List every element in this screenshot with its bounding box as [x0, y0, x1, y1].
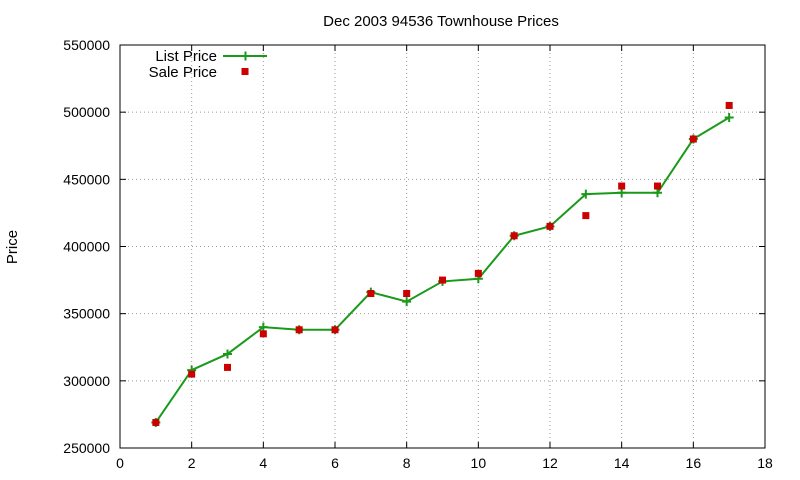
y-tick-label: 400000 [63, 239, 110, 255]
series-layer [151, 101, 734, 427]
x-tick-label: 4 [259, 455, 267, 471]
y-tick-label: 250000 [63, 440, 110, 456]
legend-marker-list-price [241, 51, 250, 61]
plot-frame [119, 44, 766, 449]
x-tick-label: 16 [686, 455, 702, 471]
legend-label-list-price: List Price [155, 48, 217, 65]
x-tick-label: 8 [403, 455, 411, 471]
data-point-sale-price [654, 182, 661, 190]
data-point-sale-price [295, 326, 303, 334]
y-tick-label: 450000 [63, 171, 110, 187]
data-point-sale-price [510, 232, 518, 240]
data-point-sale-price [331, 326, 339, 334]
series-sale-price [152, 101, 733, 426]
data-point-list-price [402, 297, 412, 307]
y-tick-label: 350000 [63, 306, 110, 322]
y-tick-label: 500000 [63, 104, 110, 120]
x-tick-label: 14 [614, 455, 630, 471]
axis-ticks: 0 2 4 6 8 10 12 14 16 18 250000 300000 350000 400000 4… [63, 37, 773, 471]
data-point-sale-price [259, 330, 267, 338]
y-tick-label: 550000 [63, 37, 110, 53]
data-point-sale-price [474, 269, 482, 277]
data-point-list-price [617, 188, 627, 198]
data-point-sale-price [689, 135, 697, 143]
data-point-sale-price [224, 363, 231, 371]
data-point-list-price [724, 113, 734, 123]
x-tick-label: 18 [757, 455, 773, 471]
x-tick-label: 6 [331, 455, 339, 471]
chart-title: Dec 2003 94536 Townhouse Prices [323, 13, 559, 30]
y-tick-label: 300000 [63, 373, 110, 389]
legend-marker-sale-price [241, 68, 249, 75]
data-point-sale-price [546, 222, 554, 230]
y-axis-label: Price [4, 230, 21, 264]
data-point-sale-price [188, 370, 196, 378]
x-tick-label: 12 [542, 455, 558, 471]
legend-label-sale-price: Sale Price [149, 64, 217, 81]
data-point-sale-price [439, 276, 446, 284]
data-point-sale-price [725, 101, 733, 109]
data-point-list-price [653, 188, 662, 198]
data-point-sale-price [367, 290, 375, 298]
data-point-list-price [223, 349, 232, 359]
data-point-sale-price [403, 290, 411, 298]
data-point-sale-price [618, 182, 626, 190]
data-point-list-price [258, 322, 268, 332]
x-tick-label: 2 [188, 455, 196, 471]
data-point-sale-price [582, 212, 590, 220]
x-tick-label: 0 [116, 455, 124, 471]
x-tick-label: 10 [471, 455, 487, 471]
legend: List Price Sale Price [149, 48, 267, 81]
data-point-sale-price [152, 418, 160, 426]
data-point-list-price [581, 189, 591, 199]
